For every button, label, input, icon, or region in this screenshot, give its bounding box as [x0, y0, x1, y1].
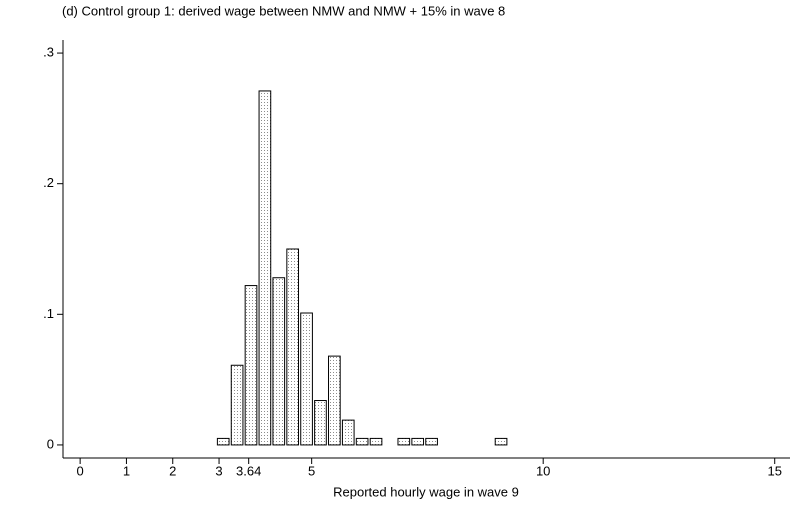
bar — [300, 312, 313, 446]
y-tick-label: 0 — [47, 436, 54, 451]
bar — [425, 437, 438, 446]
x-tick-label: 0 — [77, 463, 84, 478]
y-tick-label: .2 — [43, 175, 54, 190]
x-tick-label: 3.64 — [236, 463, 261, 478]
y-tick-label: .1 — [43, 306, 54, 321]
x-tick-label: 3 — [215, 463, 222, 478]
bar — [244, 285, 258, 446]
bar — [494, 437, 508, 446]
x-tick-label: 1 — [123, 463, 130, 478]
bar — [286, 248, 300, 446]
bar — [369, 437, 383, 446]
x-tick-label: 5 — [308, 463, 315, 478]
bar — [328, 355, 341, 446]
y-tick-label: .3 — [43, 45, 54, 60]
x-tick-label: 10 — [536, 463, 550, 478]
x-axis-label: Reported hourly wage in wave 9 — [333, 484, 519, 499]
bar — [314, 400, 327, 446]
bar — [272, 277, 286, 446]
bar — [216, 437, 230, 446]
x-tick-label: 2 — [169, 463, 176, 478]
bar — [341, 419, 355, 446]
bar — [397, 437, 411, 446]
bar — [258, 90, 272, 446]
bar — [355, 437, 369, 446]
bar — [411, 437, 425, 446]
x-tick-label: 15 — [767, 463, 781, 478]
bar — [230, 364, 244, 446]
chart-title: (d) Control group 1: derived wage betwee… — [62, 3, 505, 18]
